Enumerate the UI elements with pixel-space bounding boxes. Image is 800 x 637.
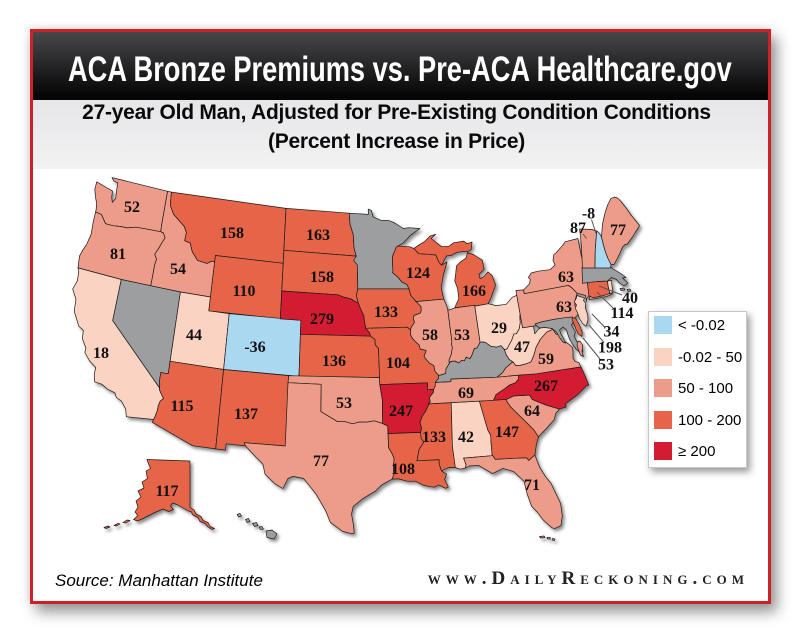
svg-text:279: 279 (310, 311, 334, 328)
svg-text:81: 81 (110, 246, 126, 263)
svg-text:124: 124 (406, 265, 430, 282)
svg-text:63: 63 (558, 269, 574, 286)
svg-text:137: 137 (234, 406, 258, 423)
svg-text:-36: -36 (244, 339, 265, 356)
svg-text:18: 18 (93, 345, 109, 362)
svg-text:267: 267 (534, 378, 558, 395)
svg-text:53: 53 (336, 395, 352, 412)
svg-text:34: 34 (604, 324, 620, 341)
svg-text:53: 53 (454, 327, 470, 344)
svg-text:64: 64 (524, 403, 540, 420)
svg-text:71: 71 (524, 477, 540, 494)
svg-text:136: 136 (322, 353, 346, 370)
svg-text:44: 44 (186, 327, 202, 344)
svg-text:104: 104 (386, 355, 410, 372)
svg-text:53: 53 (598, 357, 614, 374)
svg-text:-8: -8 (582, 206, 595, 223)
svg-text:115: 115 (170, 398, 193, 415)
svg-text:158: 158 (310, 269, 334, 286)
svg-text:63: 63 (556, 299, 572, 316)
svg-text:198: 198 (598, 340, 622, 357)
svg-text:133: 133 (374, 304, 398, 321)
svg-text:163: 163 (306, 227, 330, 244)
svg-text:110: 110 (232, 283, 255, 300)
svg-text:52: 52 (124, 199, 140, 216)
svg-text:247: 247 (389, 403, 413, 420)
svg-text:114: 114 (610, 305, 633, 322)
svg-text:87: 87 (570, 220, 586, 237)
svg-text:47: 47 (514, 339, 530, 356)
svg-text:77: 77 (313, 453, 329, 470)
svg-text:147: 147 (495, 424, 519, 441)
svg-text:133: 133 (422, 429, 446, 446)
svg-text:108: 108 (391, 461, 415, 478)
svg-text:166: 166 (462, 283, 486, 300)
svg-text:58: 58 (422, 327, 438, 344)
svg-text:59: 59 (538, 351, 554, 368)
svg-text:158: 158 (220, 225, 244, 242)
svg-text:69: 69 (458, 385, 474, 402)
svg-text:29: 29 (491, 320, 507, 337)
svg-text:54: 54 (170, 261, 186, 278)
svg-text:117: 117 (155, 483, 178, 500)
svg-text:42: 42 (458, 429, 474, 446)
svg-text:40: 40 (622, 290, 638, 307)
svg-text:77: 77 (610, 222, 626, 239)
